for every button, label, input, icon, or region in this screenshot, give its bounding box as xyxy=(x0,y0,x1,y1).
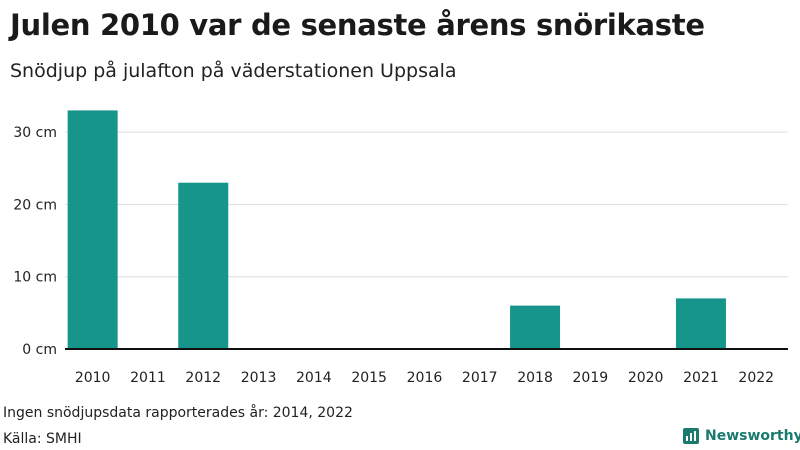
x-tick-label: 2010 xyxy=(75,370,111,386)
y-tick-label: 10 cm xyxy=(13,270,57,286)
y-tick-label: 0 cm xyxy=(22,342,57,358)
source-credit: Källa: SMHI xyxy=(3,431,82,447)
x-tick-label: 2014 xyxy=(296,370,332,386)
y-tick-label: 20 cm xyxy=(13,197,57,213)
bars xyxy=(67,110,726,349)
x-tick-label: 2020 xyxy=(628,370,664,386)
chart-title: Julen 2010 var de senaste årens snörikas… xyxy=(10,8,705,42)
no-data-note: Ingen snödjupsdata rapporterades år: 201… xyxy=(3,405,353,421)
brand-logo: Newsworthy xyxy=(683,428,800,444)
chart-subtitle: Snödjup på julafton på väderstationen Up… xyxy=(10,60,457,82)
bar-chart: 0 cm 10 cm 20 cm 30 cm 2010 2011 2012 2013 2014 2… xyxy=(13,110,788,386)
x-tick-label: 2011 xyxy=(130,370,166,386)
brand-name: Newsworthy xyxy=(705,428,800,444)
bar-2010 xyxy=(67,110,118,349)
x-tick-label: 2013 xyxy=(241,370,277,386)
x-tick-label: 2018 xyxy=(517,370,553,386)
bar-2021 xyxy=(675,298,726,349)
bar-chart-logo-icon xyxy=(683,428,699,444)
gridlines xyxy=(65,131,788,278)
x-tick-label: 2019 xyxy=(573,370,609,386)
x-tick-label: 2022 xyxy=(738,370,774,386)
x-tick-label: 2017 xyxy=(462,370,498,386)
bar-2012 xyxy=(178,182,229,349)
y-tick-label: 30 cm xyxy=(13,125,57,141)
x-tick-label: 2012 xyxy=(185,370,221,386)
bar-2018 xyxy=(510,305,561,349)
axes: 0 cm 10 cm 20 cm 30 cm 2010 2011 2012 2013 2014 2… xyxy=(13,125,788,386)
x-tick-label: 2015 xyxy=(351,370,387,386)
x-tick-label: 2021 xyxy=(683,370,719,386)
x-tick-label: 2016 xyxy=(407,370,443,386)
